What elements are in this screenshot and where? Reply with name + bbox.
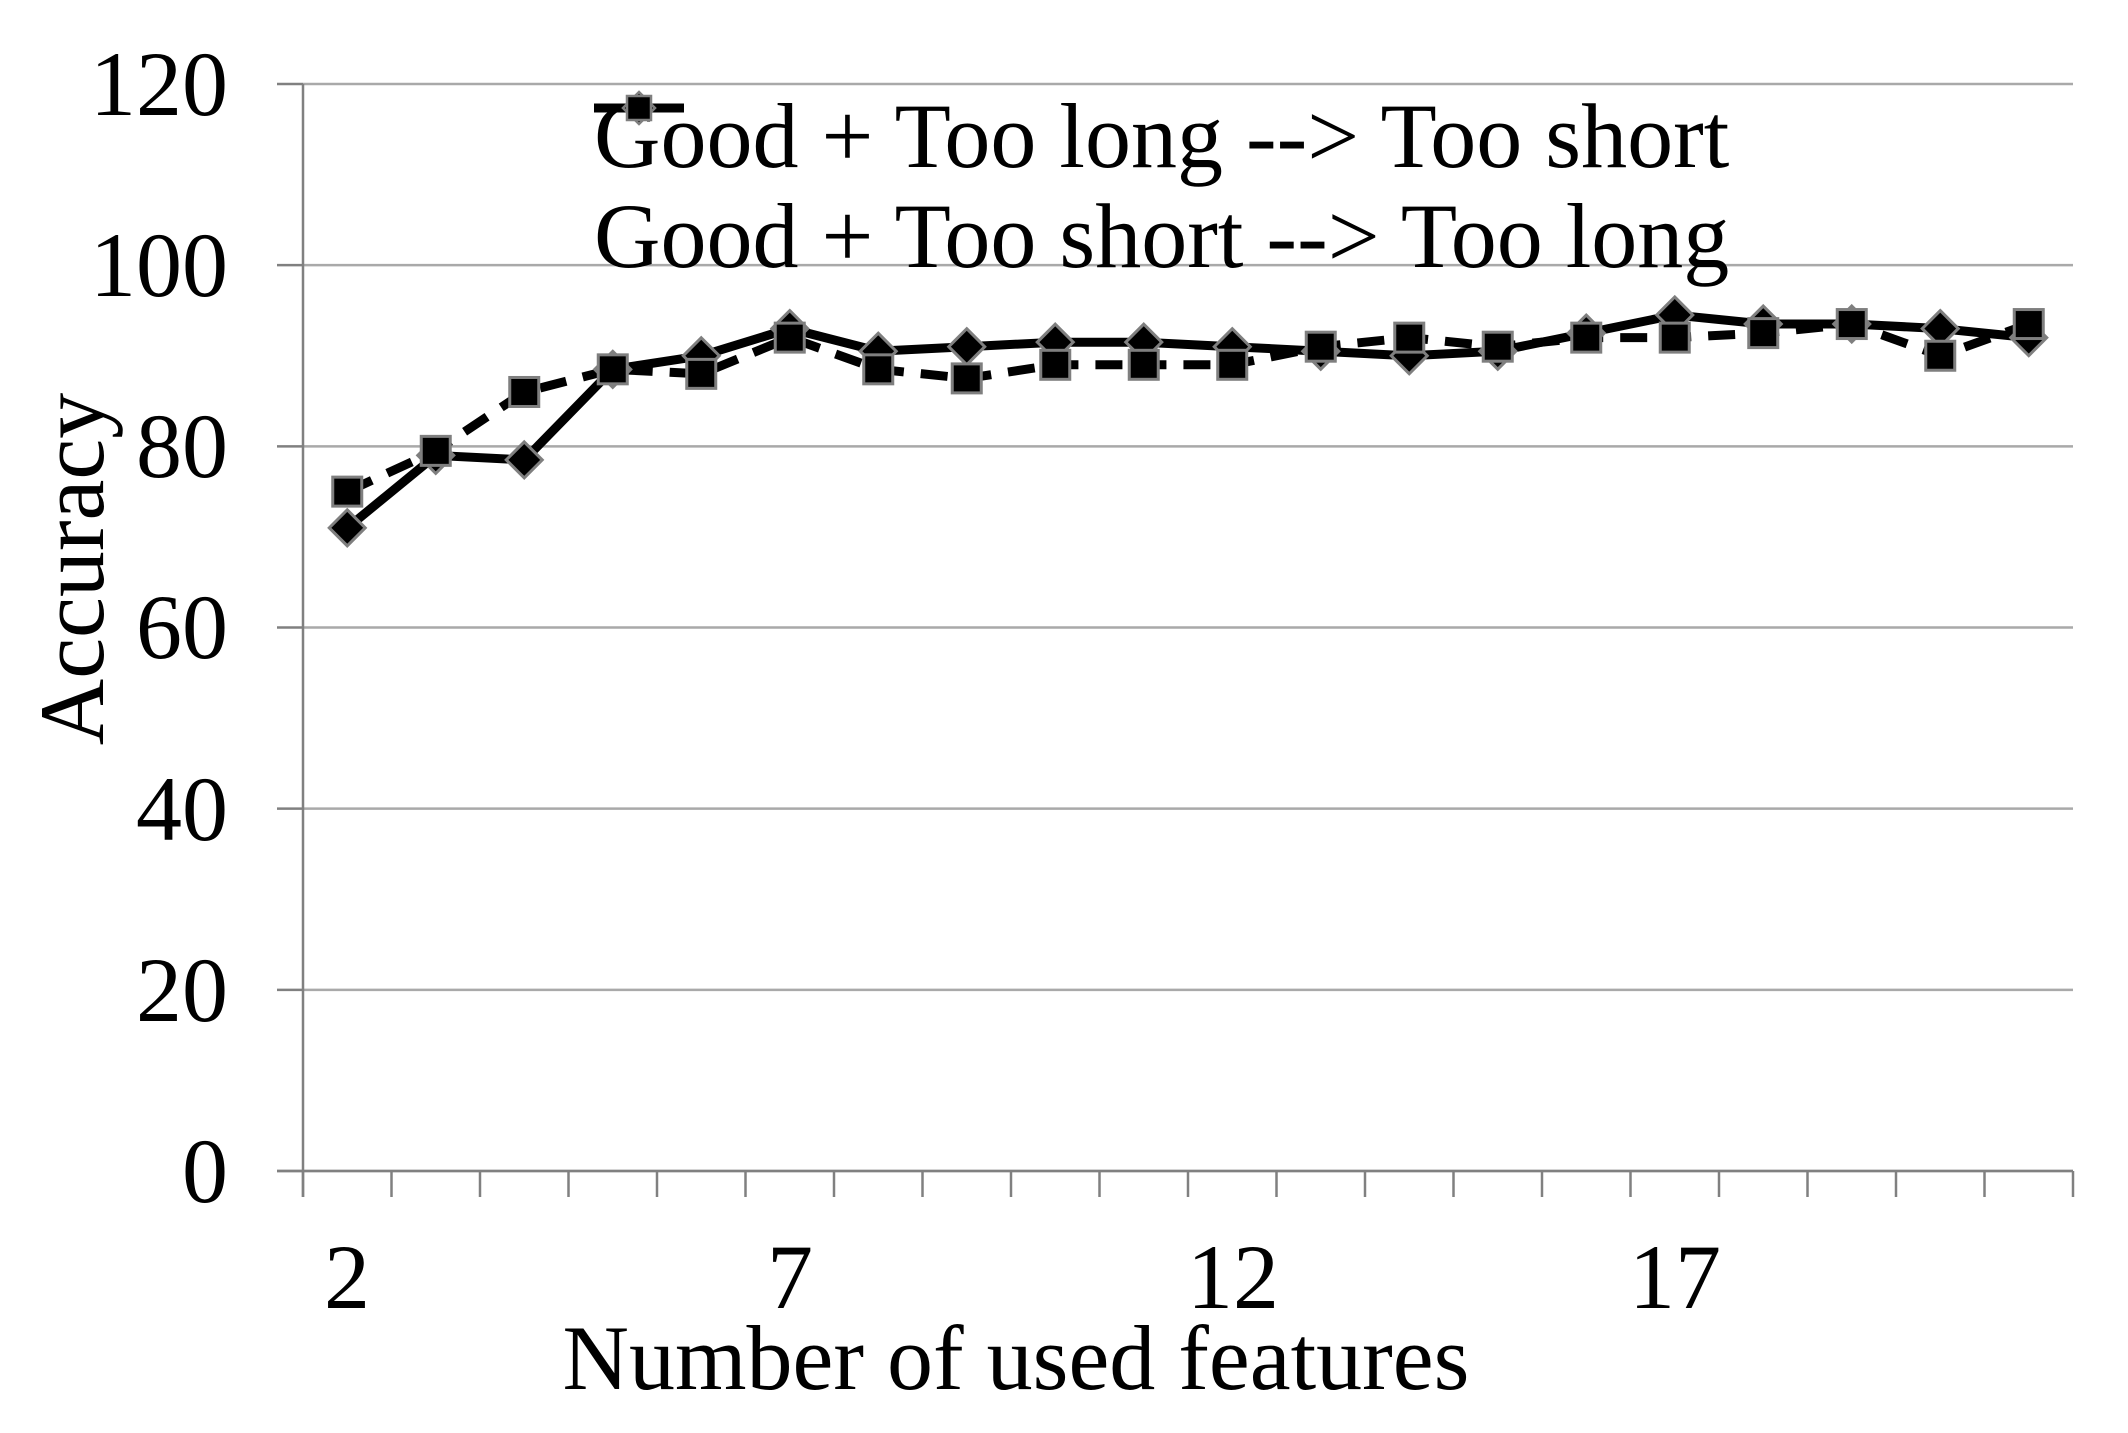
y-tick-label: 120 [90,33,228,135]
x-tick-label: 2 [324,1226,370,1328]
legend-item-too-short: Good + Too long --> Too short [594,86,1729,186]
y-tick-label: 100 [90,214,228,316]
x-tick-label: 7 [767,1226,813,1328]
x-tick-label: 12 [1187,1226,1279,1328]
legend-label: Good + Too long --> Too short [594,85,1730,187]
square-dashed-line-icon [594,94,684,122]
y-tick-label: 20 [136,939,228,1041]
legend: Good + Too long --> Too short Good + Too… [594,86,1729,286]
x-tick-label: 17 [1629,1226,1721,1328]
y-tick-label: 0 [182,1120,228,1222]
y-tick-label: 60 [136,576,228,678]
y-tick-label: 80 [136,395,228,497]
x-axis-title: Number of used features [562,1307,1470,1409]
legend-item-too-long: Good + Too short --> Too long [594,94,1730,287]
legend-label: Good + Too short --> Too long [594,185,1730,287]
y-axis-title: Accuracy [21,392,123,746]
y-tick-label: 40 [136,758,228,860]
